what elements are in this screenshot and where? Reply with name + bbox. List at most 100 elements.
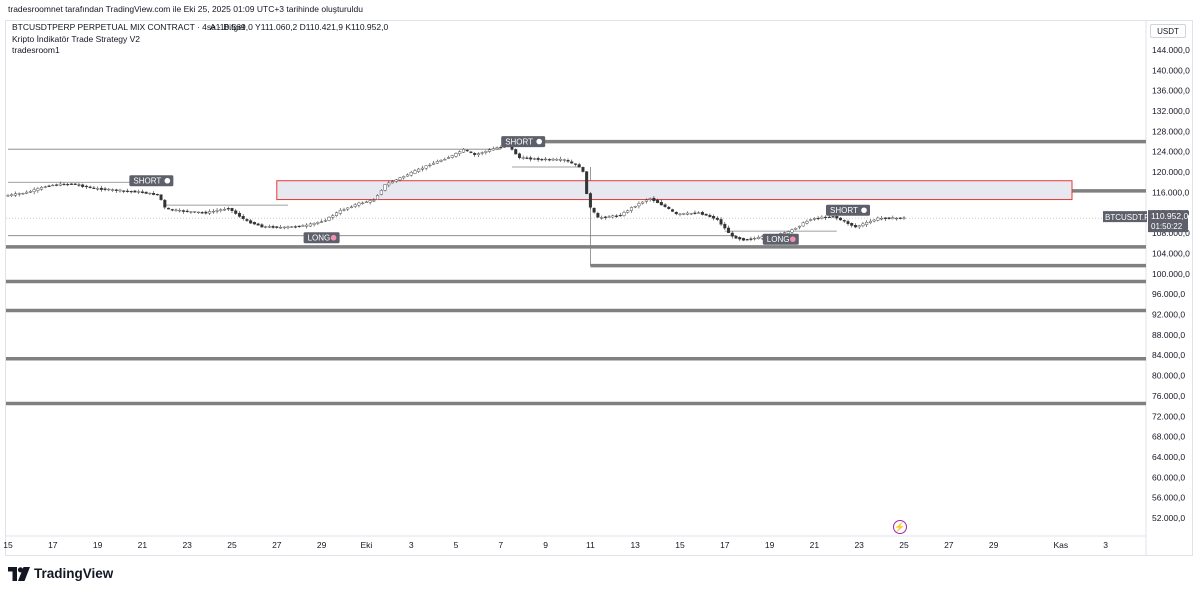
x-tick-label: 19 xyxy=(765,540,775,550)
lightning-icon[interactable]: ⚡ xyxy=(893,520,907,534)
candle-body xyxy=(805,220,809,224)
candle-body xyxy=(797,225,801,228)
candle-body xyxy=(835,216,839,219)
candle-body xyxy=(215,210,219,212)
candle-body xyxy=(405,174,409,177)
candle-body xyxy=(447,157,451,159)
candle-body xyxy=(783,232,787,234)
y-tick-label: 96.000,0 xyxy=(1152,289,1185,299)
candle-body xyxy=(167,207,171,210)
candle-body xyxy=(25,191,29,194)
y-tick-label: 132.000,0 xyxy=(1152,106,1190,116)
candle-body xyxy=(290,226,294,228)
candle-body xyxy=(824,216,828,219)
candle-body xyxy=(96,188,100,190)
candle-body xyxy=(323,220,327,222)
currency-selector[interactable]: USDT xyxy=(1150,24,1186,38)
candle-body xyxy=(51,184,55,187)
y-tick-label: 80.000,0 xyxy=(1152,371,1185,381)
x-tick-label: 15 xyxy=(675,540,685,550)
y-tick-label: 52.000,0 xyxy=(1152,513,1185,523)
candle-body xyxy=(704,213,708,216)
candle-body xyxy=(111,189,115,191)
candle-body xyxy=(163,199,167,208)
chart-legend: BTCUSDTPERP PERPETUAL MIX CONTRACT · 4sa… xyxy=(12,22,388,57)
candle-body xyxy=(491,148,495,151)
candle-body xyxy=(611,215,615,218)
x-tick-label: 17 xyxy=(720,540,730,550)
candle-body xyxy=(521,157,525,159)
candle-body xyxy=(480,152,484,154)
candle-body xyxy=(189,211,193,213)
candle-body xyxy=(174,209,178,211)
candle-body xyxy=(876,217,880,221)
long-signal[interactable]: LONG xyxy=(762,233,799,245)
y-tick-label: 92.000,0 xyxy=(1152,310,1185,320)
candle-body xyxy=(193,211,197,213)
candle-body xyxy=(734,235,738,239)
price-badge-price: 110.952,0 xyxy=(1151,211,1188,221)
brand-name: TradingView xyxy=(34,566,114,581)
signal-label-text: SHORT xyxy=(133,177,161,186)
tradingview-brand[interactable]: TradingView xyxy=(8,566,113,581)
candle-body xyxy=(592,207,596,213)
short-signal[interactable]: SHORT xyxy=(826,204,870,216)
y-tick-label: 64.000,0 xyxy=(1152,452,1185,462)
candle-body xyxy=(420,167,424,170)
skull-icon xyxy=(536,138,542,145)
candle-body xyxy=(514,149,518,155)
candle-body xyxy=(211,211,215,213)
candle-body xyxy=(618,214,622,217)
symbol-line[interactable]: BTCUSDTPERP PERPETUAL MIX CONTRACT · 4sa… xyxy=(12,22,246,32)
candle-body xyxy=(883,217,887,220)
candle-body xyxy=(417,168,421,172)
signal-label-box xyxy=(129,175,174,187)
candle-body xyxy=(129,191,133,193)
candle-body xyxy=(831,216,835,218)
candle-body xyxy=(898,217,902,219)
y-tick-label: 76.000,0 xyxy=(1152,391,1185,401)
signal-label-box xyxy=(303,232,340,244)
candle-body xyxy=(77,184,81,186)
candle-body xyxy=(357,202,361,206)
candle-body xyxy=(697,212,701,214)
symbol-badge-box xyxy=(1103,211,1147,223)
candle-body xyxy=(424,165,428,169)
candle-body xyxy=(286,226,290,229)
candle-body xyxy=(499,147,503,149)
candle-body xyxy=(902,217,906,219)
signal-label-text: SHORT xyxy=(830,206,858,215)
candle-body xyxy=(868,220,872,224)
long-signal[interactable]: LONG xyxy=(303,232,340,244)
x-tick-label: 27 xyxy=(944,540,954,550)
y-tick-label: 144.000,0 xyxy=(1152,45,1190,55)
candle-body xyxy=(185,210,189,212)
candle-body xyxy=(674,211,678,215)
short-signal[interactable]: SHORT xyxy=(129,175,174,187)
y-tick-label: 140.000,0 xyxy=(1152,65,1190,75)
chart-frame[interactable] xyxy=(5,20,1193,556)
candle-body xyxy=(241,216,245,219)
candle-body xyxy=(219,209,223,211)
candle-body xyxy=(316,222,320,224)
signal-label-box xyxy=(762,233,799,245)
candle-body xyxy=(850,223,854,226)
candle-body xyxy=(600,217,604,219)
short-signal[interactable]: SHORT xyxy=(501,136,546,148)
y-tick-label: 128.000,0 xyxy=(1152,126,1190,136)
candle-body xyxy=(372,200,376,202)
x-tick-label: 29 xyxy=(989,540,999,550)
candle-body xyxy=(118,189,122,192)
candle-body xyxy=(36,188,40,191)
candle-body xyxy=(10,194,14,196)
candle-body xyxy=(170,209,174,211)
candle-body xyxy=(28,191,32,193)
candle-body xyxy=(865,221,869,225)
signal-label-text: SHORT xyxy=(505,138,533,147)
candle-body xyxy=(547,159,551,161)
indicator-name[interactable]: Kripto İndikatör Trade Strategy V2 xyxy=(12,33,141,44)
indicator-author: tradesroom1 xyxy=(12,45,60,55)
candle-body xyxy=(17,193,21,195)
rocket-icon xyxy=(790,236,796,243)
